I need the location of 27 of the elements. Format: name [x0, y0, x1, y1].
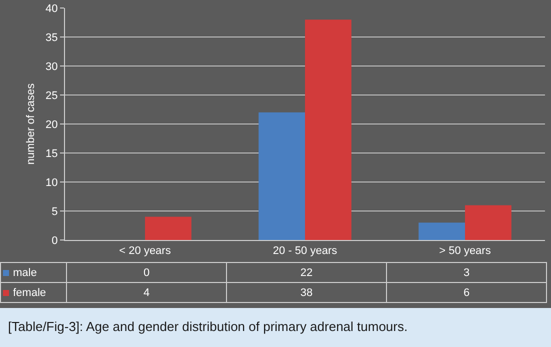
data-label: 3	[386, 262, 546, 282]
bar	[258, 112, 305, 240]
data-label: 0	[66, 262, 226, 282]
text: [Table/Fig-3]: Age and gender distribution of primary adrenal tumours.	[8, 319, 409, 334]
x-tick-label: < 20 years	[119, 245, 172, 258]
y-tick-label: 30	[46, 60, 58, 73]
x-tick-label: > 50 years	[439, 245, 492, 258]
y-tick-label: 20	[46, 118, 58, 131]
data-label: 38	[226, 282, 386, 302]
y-tick-label: 5	[52, 206, 58, 218]
data-label: 22	[226, 262, 386, 282]
legend-label: female	[13, 286, 46, 298]
y-tick-label: 0	[52, 234, 58, 247]
bar	[305, 20, 352, 240]
y-axis-title: number of cases	[25, 82, 38, 165]
bar	[418, 222, 465, 240]
y-tick-label: 15	[46, 148, 58, 160]
data-label: 4	[66, 282, 226, 302]
y-tick-label: 40	[46, 2, 58, 15]
data-label: 6	[386, 282, 546, 302]
y-tick-label: 10	[46, 176, 58, 189]
y-tick-label: 35	[46, 32, 58, 44]
bar	[145, 216, 192, 240]
x-tick-label: 20 - 50 years	[272, 245, 338, 258]
bar	[465, 205, 512, 240]
y-tick-label: 25	[46, 90, 58, 102]
legend-label: male	[13, 266, 37, 278]
